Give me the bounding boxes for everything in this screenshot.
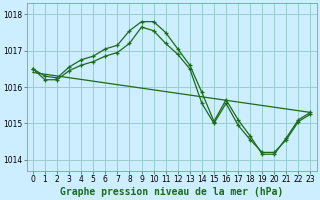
- X-axis label: Graphe pression niveau de la mer (hPa): Graphe pression niveau de la mer (hPa): [60, 186, 283, 197]
